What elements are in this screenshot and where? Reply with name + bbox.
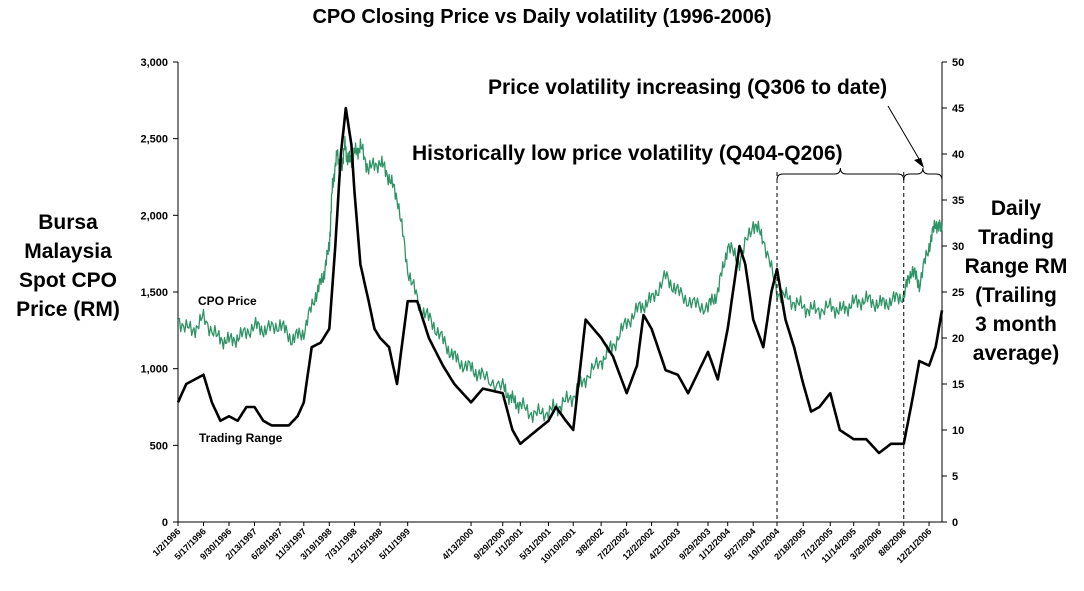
- y-left-tick-label: 3,000: [140, 57, 168, 69]
- series-line-cpo-price: [177, 135, 943, 423]
- y-right-tick-label: 0: [952, 517, 958, 529]
- y-right-tick-label: 25: [952, 287, 964, 299]
- y-left-tick-label: 1,500: [140, 287, 168, 299]
- annotation-arrowhead: [914, 158, 924, 168]
- y-left-tick-label: 2,500: [140, 134, 168, 146]
- y-axis-left-label: Bursa Malaysia Spot CPO Price (RM): [16, 211, 120, 321]
- series-label-cpo-price: CPO Price: [198, 294, 257, 308]
- brace-low-volatility: [776, 167, 905, 181]
- y-left-tick-label: 1,000: [140, 364, 168, 376]
- y-right-tick-label: 45: [952, 103, 964, 115]
- annotation-volatility-increasing: Price volatility increasing (Q306 to dat…: [488, 76, 888, 99]
- chart-title: CPO Closing Price vs Daily volatility (1…: [312, 6, 772, 28]
- y-left-tick-label: 500: [150, 440, 168, 452]
- annotation-low-volatility: Historically low price volatility (Q404-…: [412, 142, 843, 165]
- y-right-tick-label: 5: [952, 471, 958, 483]
- y-left-tick-label: 2,000: [140, 210, 168, 222]
- y-right-tick-label: 30: [952, 241, 964, 253]
- y-right-tick-label: 20: [952, 333, 964, 345]
- x-tick-label: 4/13/2000: [440, 526, 475, 561]
- series-label-trading-range: Trading Range: [199, 431, 283, 445]
- series-line-trading-range: [176, 106, 944, 455]
- y-left-tick-label: 0: [162, 517, 168, 529]
- y-right-tick-label: 50: [952, 57, 964, 69]
- y-right-tick-label: 40: [952, 149, 964, 161]
- y-right-tick-label: 15: [952, 379, 964, 391]
- y-right-tick-label: 10: [952, 425, 964, 437]
- y-axis-right-label: Daily Trading Range RM (Trailing 3 month…: [964, 197, 1068, 365]
- y-right-tick-label: 35: [952, 195, 964, 207]
- annotation-arrow: [887, 105, 923, 165]
- brace-volatility-increasing: [903, 167, 943, 181]
